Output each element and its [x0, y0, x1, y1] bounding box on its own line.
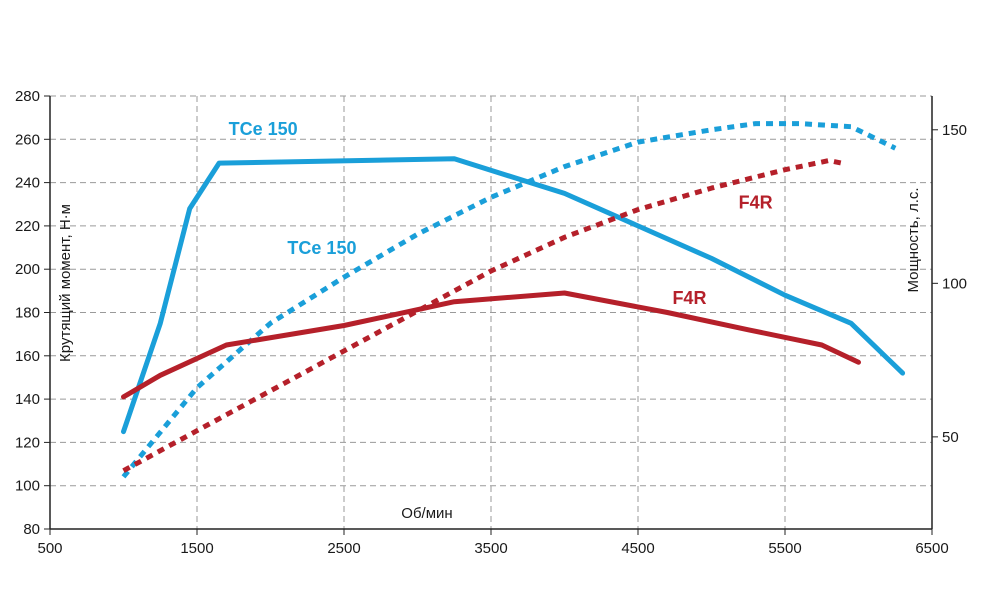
tce150-torque-line: [121, 156, 906, 435]
series-label: TCe 150: [229, 119, 298, 139]
x-tick-label: 6500: [915, 540, 948, 557]
series-label: F4R: [672, 288, 706, 308]
y-left-tick-label: 100: [15, 478, 40, 495]
y-left-tick-label: 240: [15, 175, 40, 192]
series-group: [121, 121, 906, 479]
series-label: TCe 150: [287, 238, 356, 258]
y-left-tick-label: 260: [15, 131, 40, 148]
f4r-torque-line: [121, 290, 861, 400]
series-label: F4R: [739, 193, 773, 213]
grid: [50, 95, 932, 529]
tick-labels: 80 100 120 140 160 180 200 220 240 260 280 50 100 150…: [15, 88, 967, 557]
y-left-tick-label: 140: [15, 391, 40, 408]
x-tick-label: 3500: [474, 540, 507, 557]
x-axis-title: Об/мин: [401, 505, 452, 522]
y-left-tick-label: 120: [15, 434, 40, 451]
y-right-tick-label: 150: [942, 122, 967, 139]
tce150-power-line: [121, 121, 897, 479]
y-left-axis-title: Крутящий момент, Н·м: [57, 204, 74, 362]
x-tick-label: 500: [37, 540, 62, 557]
x-tick-label: 4500: [621, 540, 654, 557]
x-tick-label: 2500: [327, 540, 360, 557]
labels-group: TCe 150 TCe 150 F4R F4R: [229, 119, 773, 308]
x-tick-label: 1500: [180, 540, 213, 557]
y-left-tick-label: 280: [15, 88, 40, 105]
y-right-tick-label: 50: [942, 429, 959, 446]
x-tick-label: 5500: [768, 540, 801, 557]
y-left-tick-label: 200: [15, 261, 40, 278]
y-right-tick-label: 100: [942, 275, 967, 292]
y-right-axis-title: Мощность, л.с.: [905, 187, 922, 292]
f4r-power-line: [122, 158, 845, 473]
y-left-tick-label: 180: [15, 305, 40, 322]
y-left-tick-label: 80: [23, 521, 40, 538]
axes: [44, 95, 938, 535]
y-left-tick-label: 160: [15, 348, 40, 365]
y-left-tick-label: 220: [15, 218, 40, 235]
